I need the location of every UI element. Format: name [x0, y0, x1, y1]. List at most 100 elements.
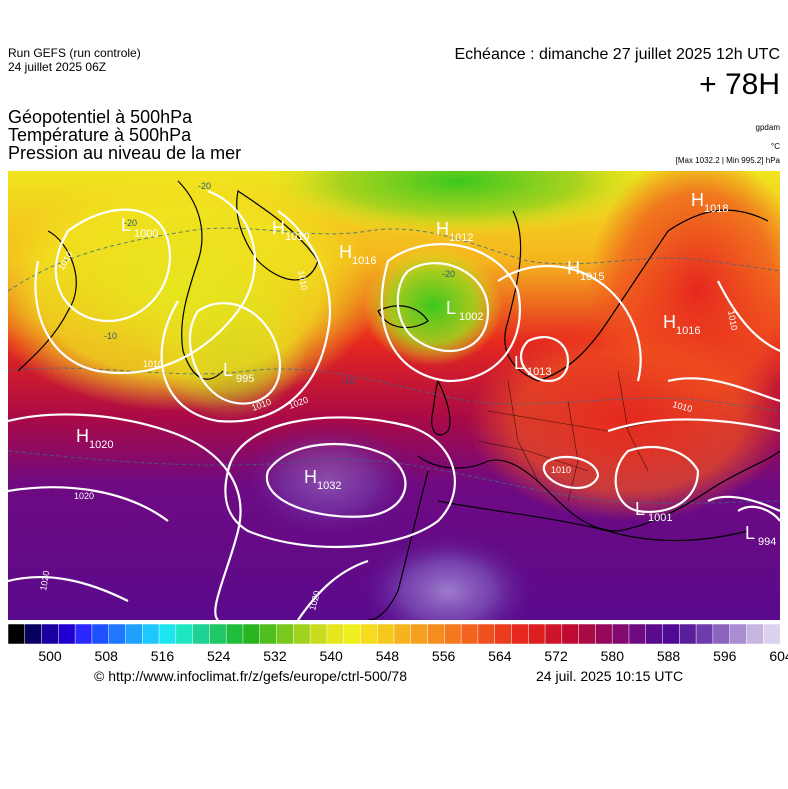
svg-text:1016: 1016: [352, 255, 376, 267]
scale-swatch: [611, 624, 630, 644]
cold-pool-iceland: [363, 246, 503, 366]
scale-swatch: [393, 624, 412, 644]
scale-swatch: [662, 624, 681, 644]
scale-swatch: [343, 624, 362, 644]
svg-text:1000: 1000: [134, 228, 158, 240]
scale-swatch: [175, 624, 194, 644]
scale-tick-label: 540: [319, 648, 343, 664]
scale-swatch: [746, 624, 764, 644]
svg-text:1020: 1020: [89, 439, 113, 451]
svg-text:1013: 1013: [527, 366, 551, 378]
field-geopotential: Géopotentiel à 500hPa: [8, 107, 193, 127]
field-titles: Géopotentiel à 500hPa Température à 500h…: [8, 108, 241, 162]
pressure-center: H 1032: [304, 467, 341, 492]
scale-swatch: [578, 624, 597, 644]
pressure-center: H 1010: [272, 218, 309, 243]
source-url[interactable]: © http://www.infoclimat.fr/z/gefs/europe…: [94, 668, 408, 684]
pressure-center: L 995: [223, 360, 254, 385]
warm-purple-sahara: [358, 531, 538, 620]
scale-tick-label: 596: [713, 648, 737, 664]
scale-swatch: [762, 624, 780, 644]
scale-swatch: [41, 624, 60, 644]
scale-swatch: [125, 624, 144, 644]
scale-swatch: [293, 624, 311, 644]
svg-text:H: H: [76, 426, 89, 446]
scale-tick-label: 524: [207, 648, 231, 664]
scale-tick-label: 556: [431, 648, 456, 664]
scale-tick-label: 588: [656, 648, 681, 664]
scale-swatch: [158, 624, 177, 644]
pressure-range: [Max 1032.2 | Min 995.2] hPa: [675, 156, 780, 165]
scale-swatch: [192, 624, 211, 644]
run-date: 24 juillet 2025 06Z: [8, 60, 107, 74]
scale-swatch: [309, 624, 328, 644]
scale-swatch: [142, 624, 160, 644]
isotherms: [8, 227, 780, 504]
scale-swatch: [528, 624, 546, 644]
svg-text:H: H: [304, 467, 317, 487]
pressure-center: H 1016: [339, 242, 376, 267]
svg-text:H: H: [272, 218, 285, 238]
yellow-zone-west: [8, 171, 378, 411]
coastlines: [17, 180, 780, 620]
scale-tick-label: 516: [150, 648, 175, 664]
svg-text:H: H: [663, 312, 676, 332]
scale-swatch: [494, 624, 513, 644]
red-zone-russia: [468, 321, 780, 521]
scale-swatch: [8, 624, 26, 644]
svg-text:995: 995: [236, 373, 254, 385]
scale-swatch: [209, 624, 227, 644]
isobars: [8, 189, 780, 620]
isobar-label: 1020: [74, 491, 94, 501]
svg-text:H: H: [436, 219, 449, 239]
scale-swatch: [712, 624, 731, 644]
scale-swatch: [259, 624, 278, 644]
scale-swatch: [24, 624, 43, 644]
scale-tick-label: 508: [94, 648, 118, 664]
svg-text:H: H: [567, 258, 580, 278]
isobar-label: 1010: [296, 270, 309, 291]
scale-swatch: [645, 624, 664, 644]
pressure-center: H 1016: [663, 312, 700, 337]
cold-pool-north: [258, 171, 658, 236]
scale-swatch: [477, 624, 496, 644]
scale-swatch: [360, 624, 378, 644]
run-info: Run GEFS (run controle) 24 juillet 2025 …: [8, 46, 141, 74]
scale-tick-label: 500: [38, 648, 62, 664]
scale-swatch: [376, 624, 395, 644]
scale-swatch: [58, 624, 76, 644]
svg-text:L: L: [446, 298, 456, 318]
pressure-center: L 1001: [635, 499, 672, 524]
scale-swatch: [628, 624, 647, 644]
pressure-center-labels: H 1018 H 1012 H 1016 H 1015 H 1016 H 1020 H 103…: [76, 190, 776, 548]
color-scale-labels: 500 508 516 524 532 540 548 556 564 572 580 588 596 6…: [8, 648, 788, 666]
scale-tick-label: 580: [600, 648, 624, 664]
pressure-center: H 1018: [691, 190, 728, 215]
scale-swatch: [679, 624, 697, 644]
scale-swatch: [242, 624, 261, 644]
scale-swatch: [695, 624, 714, 644]
svg-text:1012: 1012: [449, 232, 473, 244]
svg-text:L: L: [635, 499, 645, 519]
svg-text:1002: 1002: [459, 311, 483, 323]
svg-text:L: L: [745, 523, 755, 543]
svg-text:1001: 1001: [648, 512, 672, 524]
svg-text:L: L: [514, 353, 524, 373]
scale-tick-label: 532: [263, 648, 287, 664]
scale-swatch: [108, 624, 127, 644]
forecast-valid-time: Echéance : dimanche 27 juillet 2025 12h …: [454, 46, 780, 63]
isotherm-label: -10: [104, 331, 117, 341]
scale-swatch: [91, 624, 110, 644]
pressure-center: L 1000: [121, 215, 158, 240]
pressure-center: L 1002: [446, 298, 483, 323]
scale-tick-label: 572: [544, 648, 568, 664]
svg-text:H: H: [339, 242, 352, 262]
borders: [477, 370, 659, 502]
isotherm-label: -10: [342, 376, 355, 386]
scale-swatch: [511, 624, 530, 644]
pressure-center: H 1015: [567, 258, 604, 283]
svg-text:1032: 1032: [317, 480, 341, 492]
isotherm-labels: -20 -20 -20 -10 -10: [104, 181, 455, 386]
scale-swatch: [74, 624, 93, 644]
scale-swatch: [326, 624, 345, 644]
